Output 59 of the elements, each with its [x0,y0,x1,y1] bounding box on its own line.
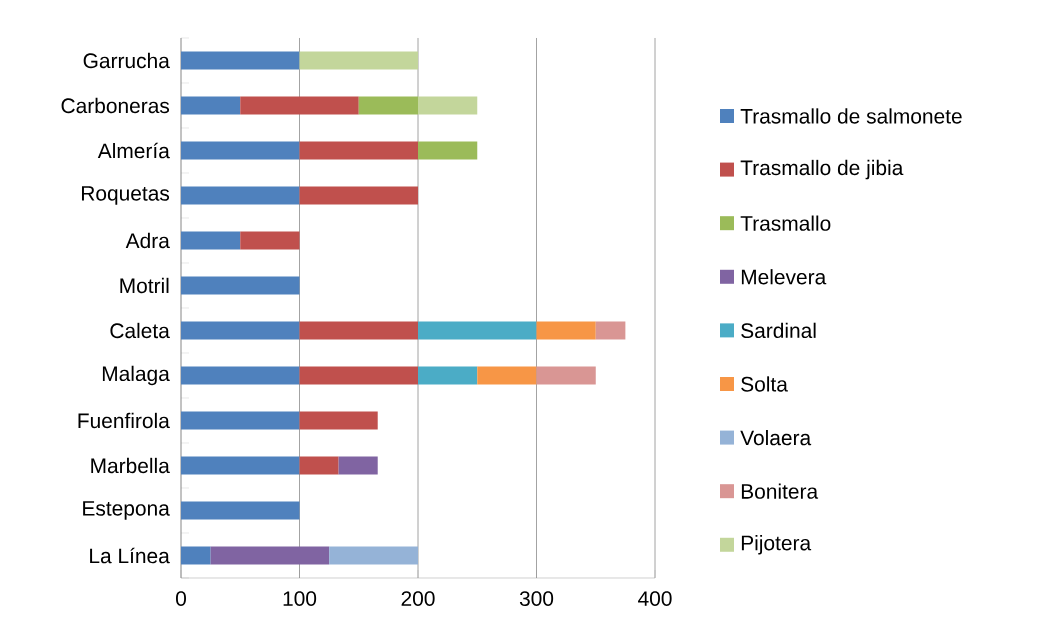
bar [299,411,378,430]
y-tick-label: Estepona [83,501,170,520]
bar [181,186,300,205]
bar [329,546,419,565]
x-tick-label: 200 [401,591,435,606]
y-tick-label: Roquetas [81,186,170,205]
bar [210,546,330,565]
x-tick-label: 100 [283,591,317,606]
bar [240,96,359,115]
bar [418,96,478,115]
bar [536,366,596,385]
y-tick-label: Caleta [110,322,170,339]
bar [181,366,300,385]
bar [418,141,478,160]
bar [358,96,419,115]
bar [181,231,241,250]
bar [181,96,241,115]
legend-label: Sardinal [741,322,816,339]
y-tick-label: Carboneras [61,97,170,114]
bar [181,501,300,520]
bar [536,321,596,340]
bar [299,321,419,340]
bar [299,366,419,385]
y-tick-label: Fuenfirola [78,412,170,429]
y-tick-label: Adra [125,232,170,249]
legend-label: Trasmallo [740,215,831,231]
y-tick-label: Garrucha [83,52,170,69]
bar [299,186,419,205]
bar [240,231,300,250]
y-tick-label: Almería [97,142,170,159]
x-tick-label: 0 [176,591,186,606]
bar [181,51,300,70]
y-tick-label: Marbella [91,457,170,474]
legend-label: Trasmallo de jibia [740,159,904,180]
bar [181,411,300,430]
bar [477,366,537,385]
bar [418,366,478,385]
bar [181,321,300,340]
bar [181,546,211,565]
y-tick-label: La Línea [90,547,170,564]
legend-label: Melevera [741,269,827,285]
legend-label: Bonitera [741,483,819,499]
y-tick-label: Malaga [102,365,170,386]
bar [299,51,419,70]
bar [299,456,339,475]
y-tick-label: Motril [120,277,169,294]
bar [181,456,300,475]
bar [338,456,378,475]
x-tick-label: 300 [519,591,554,606]
bar [181,141,300,160]
legend-label: Solta [741,376,788,392]
bar [299,141,419,160]
legend-label: Trasmallo de salmonete [740,108,962,124]
bar [418,321,537,340]
bar [181,276,300,295]
legend-label: Volaera [740,429,812,446]
bar [595,321,626,340]
x-tick-label: 400 [638,591,672,606]
legend-label: Pijotera [741,535,812,555]
